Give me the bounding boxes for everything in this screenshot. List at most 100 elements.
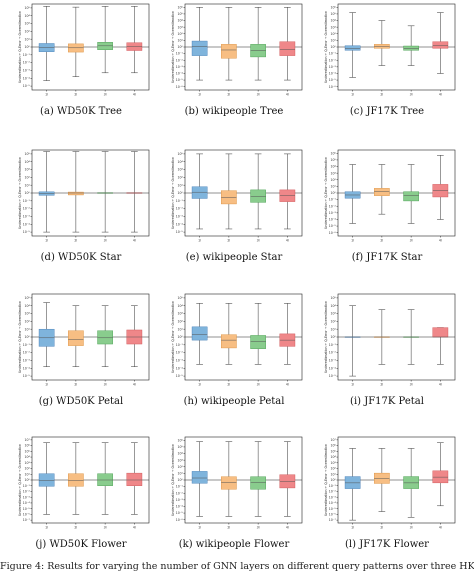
chart-panel: 10⁶ 10⁵ 10⁴ 10³ 10² 10¹ 10⁰ 10⁻¹ 10⁻² 10⁻³ 10⁻⁴ 10⁻… xyxy=(158,0,310,140)
y-tick-label: 10² xyxy=(24,29,30,33)
box-3l xyxy=(403,164,419,224)
y-axis-label: Underestimation ← Q-Error → Overestimati… xyxy=(171,301,175,373)
y-tick-label: 10¹ xyxy=(330,184,336,188)
y-tick-label: 10⁰ xyxy=(330,478,336,482)
y-axis-label: Underestimation ← Q-Error → Overestimati… xyxy=(171,157,175,229)
box-1l xyxy=(344,448,361,521)
x-tick-label: 2l xyxy=(227,239,230,243)
iqr-box xyxy=(374,188,390,196)
subfigure-caption: (a) WD50K Tree xyxy=(40,106,122,117)
y-tick-label: 10³ xyxy=(330,461,336,465)
y-tick-label: 10⁻² xyxy=(176,491,184,495)
y-tick-label: 10² xyxy=(330,32,336,36)
x-tick-label: 3l xyxy=(257,239,260,243)
x-tick-label: 4l xyxy=(286,383,289,387)
y-tick-label: 10⁻² xyxy=(329,351,337,355)
x-tick-label: 3l xyxy=(104,239,107,243)
y-tick-label: 10² xyxy=(330,178,336,182)
boxplot-chart: 10⁵ 10⁴ 10³ 10² 10¹ 10⁰ 10⁻¹ 10⁻² 10⁻³ 10⁻⁴ 10⁻⁵Un… xyxy=(18,149,150,243)
y-tick-label: 10² xyxy=(177,32,183,36)
y-tick-label: 10⁻⁵ xyxy=(329,507,337,511)
box-2l xyxy=(68,151,84,233)
x-tick-label: 2l xyxy=(380,526,383,530)
y-tick-label: 10⁶ xyxy=(177,5,183,9)
iqr-box xyxy=(68,191,84,196)
subfigure-caption: (e) wikipeople Star xyxy=(185,252,283,263)
box-4l xyxy=(126,442,143,515)
y-tick-label: 10⁴ xyxy=(177,452,183,456)
x-tick-label: 2l xyxy=(74,526,77,530)
y-tick-label: 10⁻³ xyxy=(23,69,31,73)
x-tick-label: 4l xyxy=(286,239,289,243)
boxplot-chart: 10⁵ 10⁴ 10³ 10² 10¹ 10⁰ 10⁻¹ 10⁻² 10⁻³ 10⁻⁴ 10⁻⁵Un… xyxy=(18,3,150,97)
x-tick-label: 1l xyxy=(351,93,354,97)
box-2l xyxy=(221,441,237,517)
x-tick-label: 2l xyxy=(74,383,77,387)
x-tick-label: 2l xyxy=(74,93,77,97)
chart-panel: 10⁵ 10⁴ 10³ 10² 10¹ 10⁰ 10⁻¹ 10⁻² 10⁻³ 10⁻⁴ 10⁻⁵ Un… xyxy=(311,290,463,430)
y-tick-label: 10⁻⁵ xyxy=(23,230,31,234)
y-tick-label: 10⁴ xyxy=(24,14,30,18)
y-tick-label: 10⁻⁵ xyxy=(176,78,184,82)
boxplot-chart: 10⁵ 10⁴ 10³ 10² 10¹ 10⁰ 10⁻¹ 10⁻² 10⁻³ 10⁻⁴ 10⁻⁵Un… xyxy=(18,293,150,387)
y-tick-label: 10⁻⁷ xyxy=(329,518,337,522)
iqr-box xyxy=(97,330,113,345)
y-tick-label: 10⁻⁵ xyxy=(23,507,31,511)
chart-panel: 10⁵ 10⁴ 10³ 10² 10¹ 10⁰ 10⁻¹ 10⁻² 10⁻³ 10⁻⁴ 10⁻⁵ Un… xyxy=(5,290,157,430)
y-tick-label: 10⁻² xyxy=(176,58,184,62)
y-tick-label: 10⁴ xyxy=(177,304,183,308)
y-tick-label: 10⁻² xyxy=(23,207,31,211)
y-tick-label: 10³ xyxy=(177,168,183,172)
y-tick-label: 10³ xyxy=(330,312,336,316)
y-tick-label: 10⁶ xyxy=(330,151,336,155)
box-1l xyxy=(344,305,361,377)
y-tick-label: 10⁻⁵ xyxy=(176,230,184,234)
y-tick-label: 10⁴ xyxy=(177,19,183,23)
y-tick-label: 10² xyxy=(24,319,30,323)
y-tick-label: 10⁻³ xyxy=(176,215,184,219)
x-tick-label: 4l xyxy=(133,383,136,387)
iqr-box xyxy=(191,326,208,341)
subfigure-caption: (j) WD50K Flower xyxy=(35,539,127,550)
y-tick-label: 10¹ xyxy=(330,472,336,476)
x-tick-label: 4l xyxy=(133,93,136,97)
y-tick-label: 10⁻³ xyxy=(329,65,337,69)
box-4l xyxy=(432,155,449,220)
box-4l xyxy=(432,327,449,365)
y-tick-label: 10⁻⁴ xyxy=(23,76,31,80)
box-2l xyxy=(221,303,237,365)
y-tick-label: 10² xyxy=(177,465,183,469)
box-1l xyxy=(191,7,208,81)
y-tick-label: 10⁷ xyxy=(24,438,30,442)
box-4l xyxy=(279,153,296,230)
y-tick-label: 10¹ xyxy=(177,471,183,475)
y-axis-label: Underestimation ← Q-Error → Overestimati… xyxy=(324,301,328,373)
y-tick-label: 10⁻¹ xyxy=(176,52,184,56)
iqr-box xyxy=(221,44,237,59)
figure-footer: Figure 4: Results for varying the number… xyxy=(0,561,474,572)
box-2l xyxy=(374,309,390,365)
y-tick-label: 10⁻² xyxy=(329,490,337,494)
x-tick-label: 4l xyxy=(133,239,136,243)
y-tick-label: 10⁻² xyxy=(329,204,337,208)
y-tick-label: 10⁻⁴ xyxy=(23,366,31,370)
y-tick-label: 10⁵ xyxy=(24,152,30,156)
y-tick-label: 10³ xyxy=(24,312,30,316)
boxplot-chart: 10⁵ 10⁴ 10³ 10² 10¹ 10⁰ 10⁻¹ 10⁻² 10⁻³ 10⁻⁴ 10⁻⁵Un… xyxy=(171,149,303,243)
boxplot-chart: 10⁶ 10⁵ 10⁴ 10³ 10² 10¹ 10⁰ 10⁻¹ 10⁻² 10⁻³ 10⁻⁴ 10⁻… xyxy=(171,3,303,97)
box-3l xyxy=(250,7,266,81)
chart-panel: 10⁶ 10⁵ 10⁴ 10³ 10² 10¹ 10⁰ 10⁻¹ 10⁻² 10⁻³ 10⁻⁴ 10⁻… xyxy=(158,433,310,573)
y-tick-label: 10⁻⁴ xyxy=(176,222,184,226)
y-tick-label: 10⁻¹ xyxy=(23,199,31,203)
y-tick-label: 10⁻¹ xyxy=(23,343,31,347)
iqr-box xyxy=(191,186,208,199)
x-tick-label: 2l xyxy=(380,383,383,387)
box-2l xyxy=(68,442,84,515)
y-tick-label: 10⁷ xyxy=(330,438,336,442)
y-tick-label: 10³ xyxy=(330,25,336,29)
x-tick-label: 2l xyxy=(380,239,383,243)
x-tick-label: 1l xyxy=(45,93,48,97)
x-tick-label: 3l xyxy=(257,526,260,530)
